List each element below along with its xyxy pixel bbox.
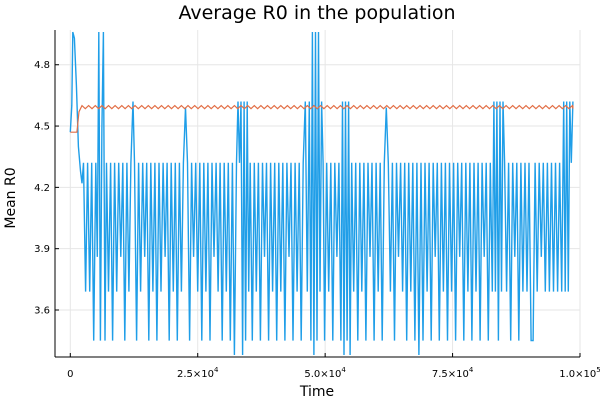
x-tick-label: 1.0×105 <box>559 366 600 380</box>
y-tick-label: 3.6 <box>34 305 50 316</box>
y-tick-labels: 3.6 3.9 4.2 4.5 4.8 <box>34 60 50 316</box>
axes <box>54 30 581 358</box>
x-tick-label: 5.0×104 <box>304 366 346 380</box>
series-line-orange <box>70 104 574 133</box>
x-tick-label: 0 <box>67 369 73 380</box>
x-tick-labels: 0 2.5×104 5.0×104 7.5×104 1.0×105 <box>67 366 600 380</box>
y-tick-label: 3.9 <box>34 244 50 255</box>
y-tick-label: 4.8 <box>34 60 50 71</box>
x-axis-label: Time <box>299 384 334 400</box>
plot-series <box>69 31 574 356</box>
y-tick-label: 4.5 <box>34 122 50 133</box>
y-axis-label: Mean R0 <box>3 167 19 228</box>
series-line-blue <box>69 31 574 356</box>
y-tick-label: 4.2 <box>34 183 50 194</box>
x-tick-label: 2.5×104 <box>177 366 219 380</box>
x-tick-label: 7.5×104 <box>432 366 474 380</box>
chart-title: Average R0 in the population <box>178 2 455 24</box>
